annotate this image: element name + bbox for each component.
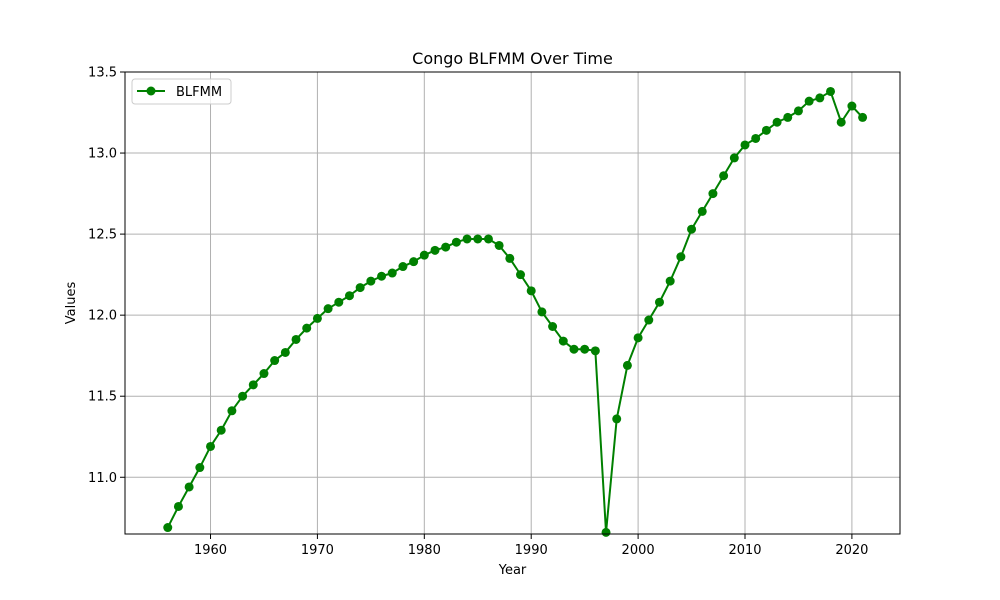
legend-label: BLFMM: [176, 85, 222, 100]
data-point: [227, 406, 237, 416]
data-point: [665, 276, 675, 286]
series-markers: [163, 86, 868, 537]
data-point: [740, 140, 750, 150]
data-point: [505, 253, 515, 263]
data-point: [858, 112, 868, 122]
data-point: [173, 501, 183, 511]
data-point: [334, 297, 344, 307]
data-point: [537, 307, 547, 317]
data-point: [601, 527, 611, 537]
data-point: [216, 425, 226, 435]
x-tick-label: 2000: [622, 543, 655, 558]
data-point: [590, 346, 600, 356]
x-axis: 1960 1970 1980 1990 2000 2010 2020: [194, 534, 868, 558]
data-point: [804, 96, 814, 106]
data-point: [323, 304, 333, 314]
legend-box: [131, 78, 232, 105]
data-point: [195, 463, 205, 473]
y-tick-label: 11.5: [88, 390, 117, 405]
legend: BLFMM: [131, 78, 232, 105]
y-tick-label: 11.0: [88, 471, 117, 486]
data-point: [687, 224, 697, 234]
x-tick-label: 2010: [728, 543, 761, 558]
x-tick-label: 1980: [408, 543, 441, 558]
data-point: [676, 252, 686, 262]
data-point: [654, 297, 664, 307]
data-point: [526, 286, 536, 296]
data-point: [206, 441, 216, 451]
data-point: [697, 206, 707, 216]
data-point: [836, 117, 846, 127]
data-point: [569, 344, 579, 354]
data-point: [441, 242, 451, 252]
data-point: [409, 257, 419, 267]
data-point: [312, 313, 322, 323]
x-tick-label: 1990: [515, 543, 548, 558]
plot-area-frame: [124, 71, 901, 535]
y-tick-label: 13.5: [88, 66, 117, 81]
y-axis: 11.0 11.5 12.0 12.5 13.0 13.5: [88, 66, 125, 486]
data-point: [366, 276, 376, 286]
data-point: [473, 234, 483, 244]
chart-title: Congo BLFMM Over Time: [412, 49, 613, 68]
data-point: [644, 315, 654, 325]
legend-marker-sample: [146, 86, 156, 96]
data-point: [430, 245, 440, 255]
data-point: [291, 334, 301, 344]
data-point: [847, 101, 857, 111]
y-axis-title: Values: [64, 282, 79, 325]
data-point: [815, 93, 825, 103]
data-point: [826, 86, 836, 96]
grid-lines: [125, 71, 900, 534]
data-point: [387, 268, 397, 278]
data-point: [248, 380, 258, 390]
data-point: [344, 291, 354, 301]
data-point: [451, 237, 461, 247]
data-point: [419, 250, 429, 260]
data-point: [302, 323, 312, 333]
data-point: [163, 523, 173, 533]
x-axis-title: Year: [498, 563, 527, 578]
data-point: [355, 283, 365, 293]
data-point: [548, 322, 558, 332]
data-point: [761, 125, 771, 135]
data-point: [516, 270, 526, 280]
data-point: [398, 262, 408, 272]
data-point: [494, 240, 504, 250]
x-tick-label: 2020: [835, 543, 868, 558]
data-point: [259, 369, 269, 379]
data-point: [633, 333, 643, 343]
data-point: [772, 117, 782, 127]
x-tick-label: 1960: [194, 543, 227, 558]
data-point: [719, 171, 729, 181]
data-point: [184, 482, 194, 492]
data-point: [270, 356, 280, 366]
data-point: [280, 347, 290, 357]
data-point: [622, 360, 632, 370]
x-tick-label: 1970: [301, 543, 334, 558]
data-point: [612, 414, 622, 424]
data-point: [793, 106, 803, 116]
data-point: [751, 133, 761, 143]
data-point: [580, 344, 590, 354]
data-point: [483, 234, 493, 244]
data-point: [238, 391, 248, 401]
data-point: [558, 336, 568, 346]
data-point: [708, 189, 718, 199]
data-point: [462, 234, 472, 244]
data-point: [729, 153, 739, 163]
data-point: [377, 271, 387, 281]
data-point: [783, 112, 793, 122]
y-tick-label: 13.0: [88, 147, 117, 162]
y-tick-label: 12.0: [88, 309, 117, 324]
y-tick-label: 12.5: [88, 228, 117, 243]
